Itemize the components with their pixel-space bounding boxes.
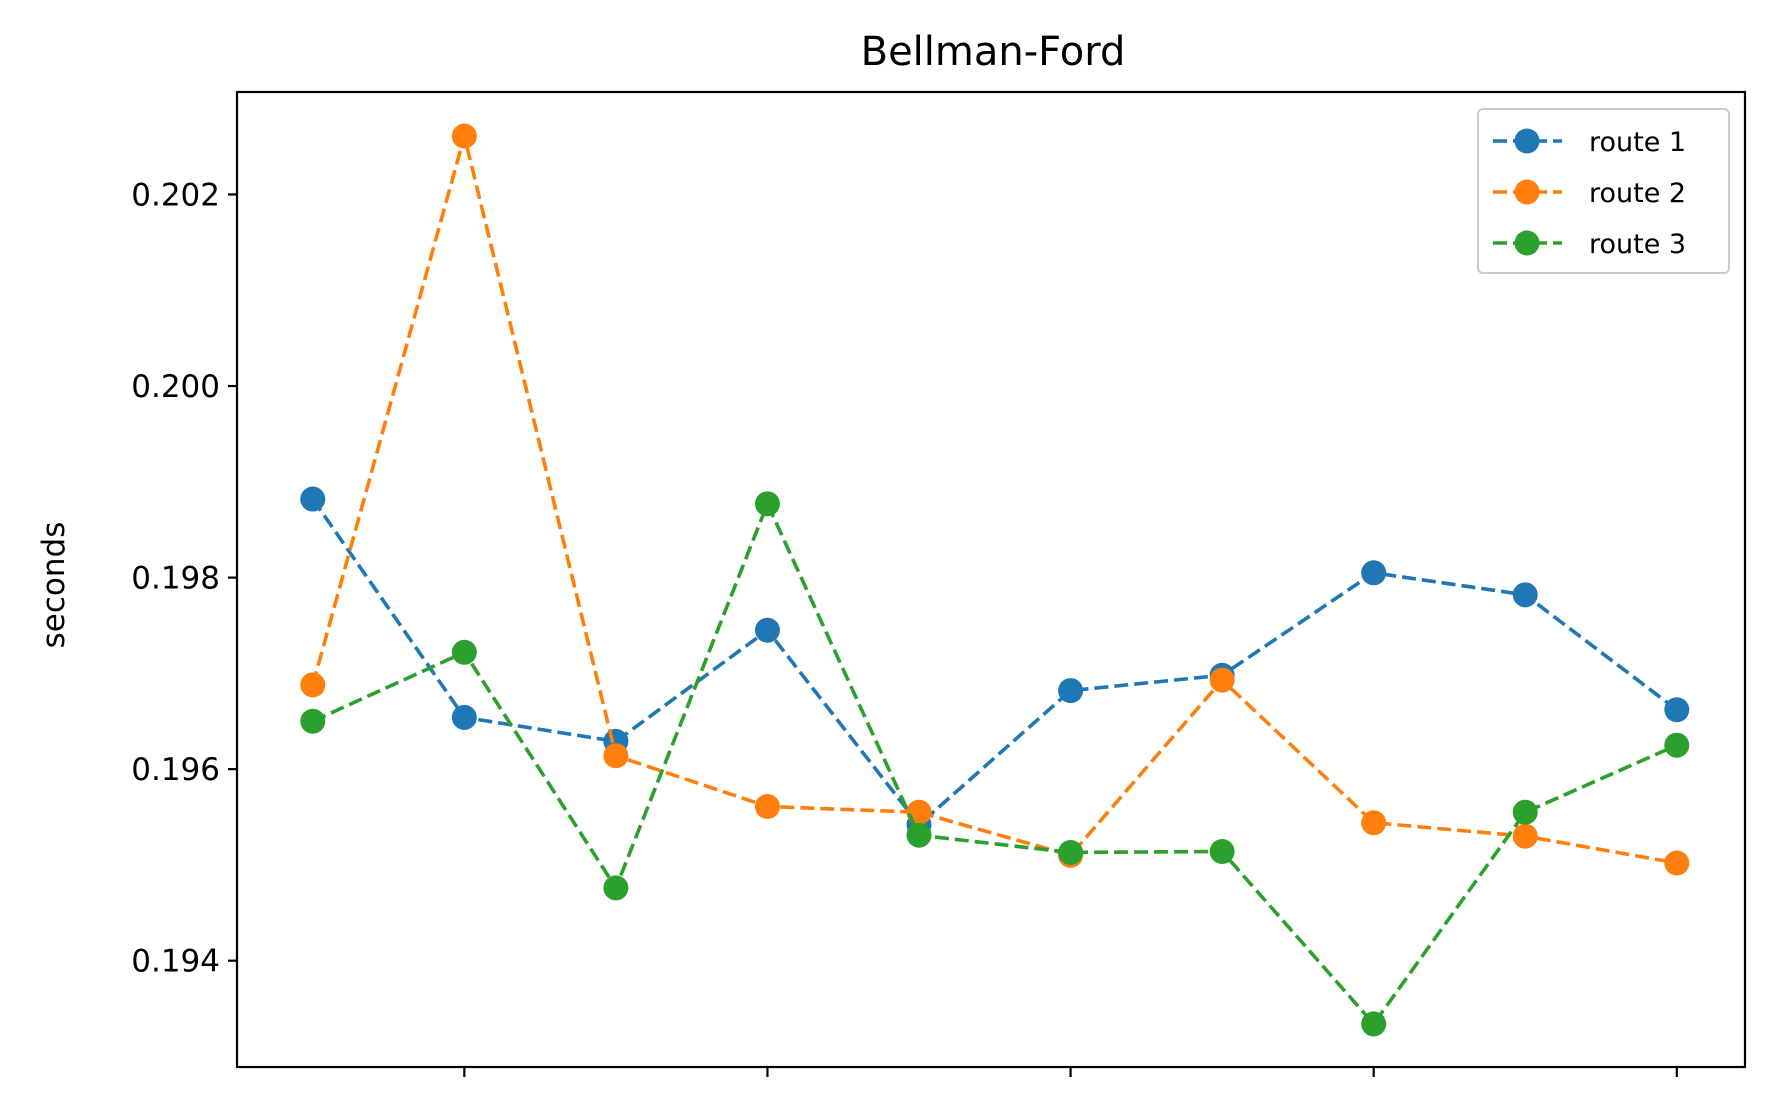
legend-marker xyxy=(1514,179,1540,205)
legend-entry: route 2 xyxy=(1493,178,1686,209)
data-point xyxy=(754,793,780,819)
data-point xyxy=(754,491,780,517)
data-point xyxy=(1209,667,1235,693)
legend-box xyxy=(1477,108,1730,274)
data-point xyxy=(906,822,932,848)
data-point xyxy=(1058,839,1084,865)
legend-label: route 2 xyxy=(1589,178,1686,209)
data-point xyxy=(1058,678,1084,704)
series-line xyxy=(312,499,1678,1027)
data-point xyxy=(1209,839,1235,865)
chart-title: Bellman-Ford xyxy=(861,29,1126,75)
y-tick-label: 0.194 xyxy=(131,944,220,980)
data-point xyxy=(1361,1011,1387,1037)
plot-area-frame xyxy=(235,90,1747,1069)
series-1 xyxy=(300,486,1690,838)
data-point xyxy=(1512,799,1538,825)
data-point xyxy=(300,708,326,734)
data-point xyxy=(1361,810,1387,836)
series-3 xyxy=(300,491,1690,1037)
axis-ticks: 0.194 0.196 0.198 0.200 0.202 xyxy=(131,177,1678,1077)
data-point xyxy=(300,486,326,512)
data-point xyxy=(300,672,326,698)
data-point xyxy=(1512,582,1538,608)
legend-label: route 1 xyxy=(1589,127,1686,158)
y-tick-label: 0.202 xyxy=(131,177,220,213)
legend-entry: route 1 xyxy=(1493,127,1686,158)
legend-marker xyxy=(1514,128,1540,154)
data-point xyxy=(451,123,477,149)
y-tick-label: 0.196 xyxy=(131,752,220,788)
data-point xyxy=(451,704,477,730)
data-point xyxy=(451,639,477,665)
data-point xyxy=(1664,850,1690,876)
series-line xyxy=(311,128,1678,865)
data-point xyxy=(603,743,629,769)
legend-entry: route 3 xyxy=(1493,229,1686,260)
y-tick-label: 0.198 xyxy=(131,561,220,597)
data-point xyxy=(1361,560,1387,586)
legend-marker xyxy=(1514,230,1540,256)
data-point xyxy=(1664,732,1690,758)
legend-label: route 3 xyxy=(1589,229,1686,260)
data-point xyxy=(906,799,932,825)
data-point xyxy=(1512,823,1538,849)
y-tick-label: 0.200 xyxy=(131,369,220,405)
data-point xyxy=(754,617,780,643)
y-axis-label: seconds xyxy=(36,522,72,649)
legend: route 1 route 2 route 3 xyxy=(1477,108,1730,274)
plot-series xyxy=(300,123,1690,1037)
data-point xyxy=(1664,697,1690,723)
data-point xyxy=(603,875,629,901)
series-line xyxy=(311,498,1678,828)
